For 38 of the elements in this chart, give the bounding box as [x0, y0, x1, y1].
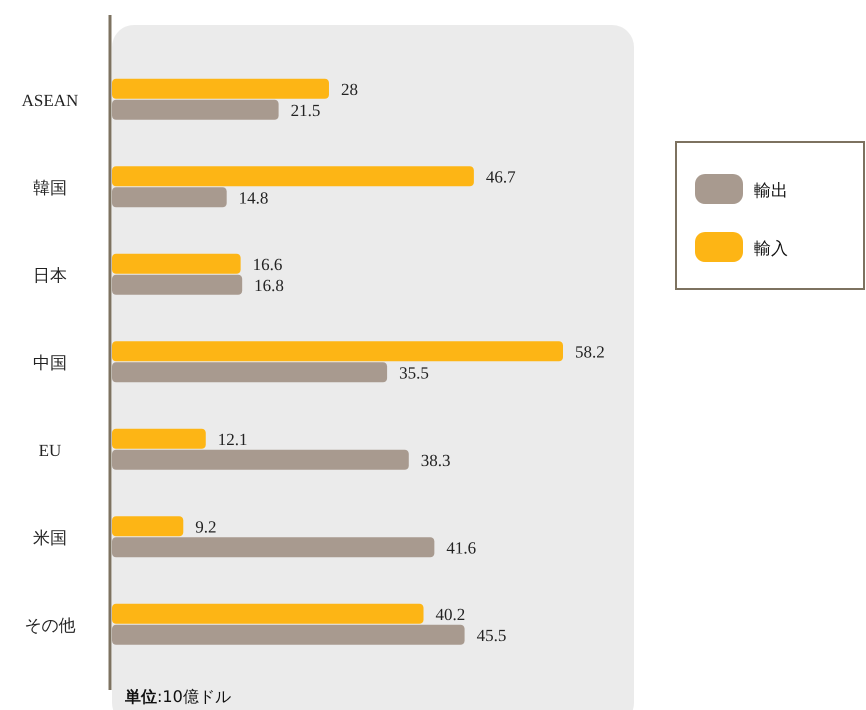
bar — [112, 100, 279, 120]
legend-label: 輸出 — [754, 181, 788, 201]
data-label: 41.6 — [446, 538, 476, 558]
bar — [112, 428, 206, 449]
bar — [112, 187, 227, 208]
y-tick-label: 中国 — [33, 353, 67, 372]
y-tick-label: EU — [38, 440, 62, 460]
bar — [112, 254, 241, 274]
data-label: 21.5 — [290, 100, 320, 120]
data-label: 16.8 — [254, 276, 284, 295]
y-tick-label: 日本 — [33, 266, 67, 285]
data-label: 9.2 — [195, 517, 217, 536]
bar — [112, 537, 434, 558]
bar — [112, 78, 329, 99]
y-tick-label: ASEAN — [22, 90, 78, 110]
legend-label: 輸入 — [754, 239, 788, 259]
bar — [112, 166, 474, 186]
y-tick-label: その他 — [24, 616, 76, 635]
data-label: 58.2 — [575, 342, 605, 362]
data-label: 40.2 — [436, 604, 466, 624]
annotation: 単位:10億ドル — [124, 687, 231, 706]
y-tick-label: 韓国 — [33, 178, 67, 198]
bar — [112, 604, 424, 624]
data-label: 16.6 — [252, 254, 282, 274]
y-tick-label: 米国 — [33, 528, 67, 548]
data-label: 35.5 — [399, 363, 429, 382]
data-label: 28 — [340, 80, 358, 99]
bar — [112, 274, 242, 295]
bar — [112, 362, 388, 382]
bar — [112, 341, 563, 362]
bar — [112, 516, 184, 536]
data-label: 45.5 — [476, 626, 506, 645]
data-label: 46.7 — [486, 167, 516, 186]
bar — [112, 624, 465, 645]
data-label: 12.1 — [218, 430, 248, 449]
data-label: 38.3 — [420, 450, 451, 470]
data-label: 14.8 — [238, 188, 268, 208]
bar — [112, 450, 409, 470]
